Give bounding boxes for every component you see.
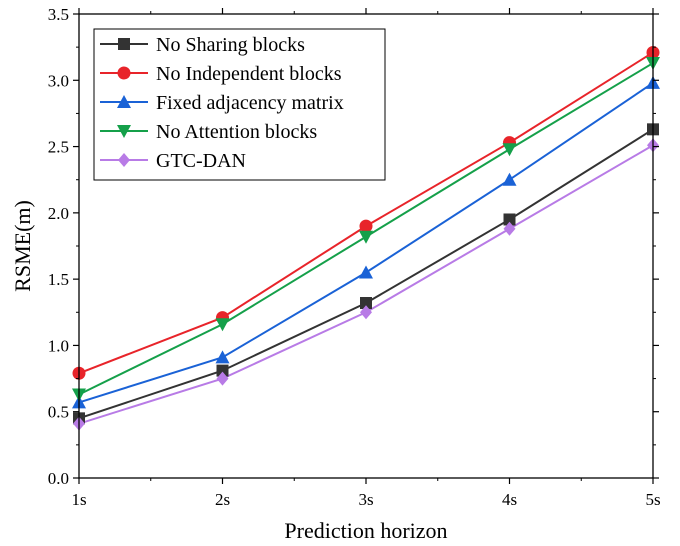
data-point bbox=[360, 220, 373, 233]
y-tick-label: 2.5 bbox=[48, 138, 69, 157]
data-point bbox=[216, 350, 230, 363]
legend-marker bbox=[118, 67, 131, 80]
x-tick-label: 2s bbox=[215, 490, 230, 509]
data-point bbox=[216, 318, 230, 331]
series-line bbox=[79, 145, 653, 423]
data-point bbox=[503, 143, 517, 156]
legend-label: Fixed adjacency matrix bbox=[156, 92, 344, 114]
y-tick-label: 3.5 bbox=[48, 5, 69, 24]
data-point bbox=[503, 173, 517, 186]
legend-label: No Independent blocks bbox=[156, 63, 342, 85]
legend-label: No Attention blocks bbox=[156, 121, 317, 143]
data-point bbox=[359, 231, 373, 244]
x-tick-label: 4s bbox=[502, 490, 517, 509]
y-tick-label: 0.5 bbox=[48, 403, 69, 422]
legend-label: No Sharing blocks bbox=[156, 34, 305, 56]
data-point bbox=[359, 266, 373, 279]
x-axis-title: Prediction horizon bbox=[284, 518, 447, 543]
x-tick-label: 3s bbox=[358, 490, 373, 509]
x-tick-label: 5s bbox=[645, 490, 660, 509]
y-tick-label: 3.0 bbox=[48, 71, 69, 90]
y-axis-title: RSME(m) bbox=[10, 200, 35, 292]
y-tick-label: 1.5 bbox=[48, 270, 69, 289]
legend-label: GTC-DAN bbox=[156, 150, 246, 172]
x-tick-label: 1s bbox=[71, 490, 86, 509]
legend: No Sharing blocks No Independent blocks Fi… bbox=[94, 29, 385, 180]
y-tick-label: 1.0 bbox=[48, 336, 69, 355]
legend-marker bbox=[118, 38, 130, 50]
y-tick-label: 2.0 bbox=[48, 204, 69, 223]
y-tick-label: 0.0 bbox=[48, 469, 69, 488]
